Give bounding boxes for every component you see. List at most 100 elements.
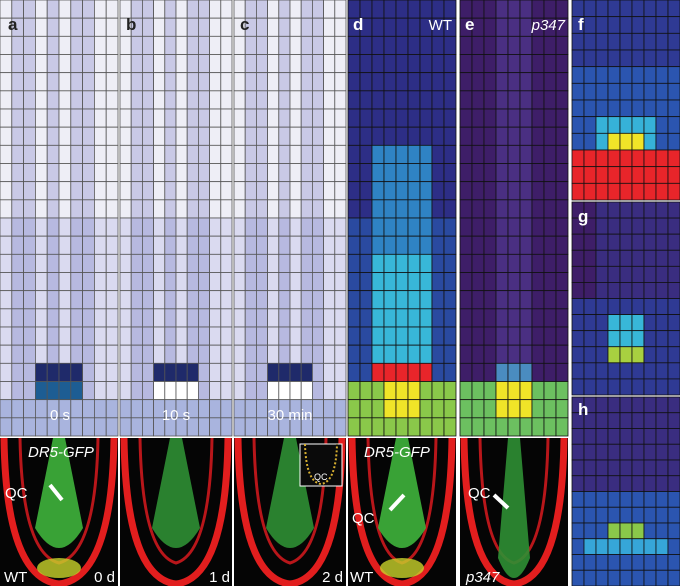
cell: [82, 399, 95, 419]
cell: [495, 381, 509, 401]
cell: [607, 330, 621, 348]
cell: [11, 54, 25, 74]
cell: [419, 108, 433, 128]
cell: [311, 235, 324, 255]
cell: [407, 17, 421, 37]
cell: [607, 443, 621, 461]
cell: [519, 90, 533, 110]
cell: [619, 475, 633, 492]
cell: [105, 17, 119, 37]
cell: [607, 217, 621, 235]
cell: [130, 108, 143, 128]
cell: [186, 253, 199, 273]
cell: [70, 381, 84, 401]
root-cells: [252, 437, 328, 565]
cell: [164, 362, 177, 382]
cell: [631, 459, 645, 477]
cell: [667, 298, 680, 315]
cell: [643, 428, 657, 445]
cell: [459, 272, 473, 292]
cell: [667, 459, 680, 477]
cell: [471, 181, 485, 201]
cell: [334, 108, 347, 128]
cell: [507, 108, 521, 128]
cell: [643, 182, 657, 201]
cell: [105, 126, 119, 146]
cell: [407, 199, 421, 219]
cell: [289, 381, 302, 401]
cell: [471, 144, 485, 164]
cell: [359, 344, 373, 364]
cell: [571, 538, 585, 555]
cell: [153, 344, 166, 364]
cell: [175, 272, 188, 292]
cell: [655, 396, 669, 414]
cell: [130, 326, 143, 346]
cell: [419, 253, 433, 273]
cell: [583, 16, 597, 34]
cell: [244, 326, 257, 346]
cell: [300, 0, 313, 19]
cell: [186, 72, 199, 92]
cell: [371, 163, 385, 183]
cell: [483, 126, 497, 146]
cell: [431, 381, 445, 401]
cell: [419, 235, 433, 255]
cell: [323, 381, 336, 401]
cell: [607, 554, 621, 571]
cell: [94, 326, 107, 346]
cell: [267, 253, 280, 273]
cell: [153, 381, 166, 401]
cell: [209, 308, 222, 328]
cell: [443, 54, 457, 74]
cell: [583, 443, 597, 461]
cell: [483, 72, 497, 92]
cell: [407, 399, 421, 419]
cell: [495, 290, 509, 310]
cell: [395, 253, 409, 273]
cell: [141, 326, 154, 346]
cell: [631, 346, 645, 364]
cell: [371, 90, 385, 110]
cell: [153, 326, 166, 346]
cell: [667, 378, 680, 396]
cell: [519, 163, 533, 183]
cell: [519, 417, 533, 437]
cell: [407, 217, 421, 237]
cell: [209, 235, 222, 255]
cell: [11, 35, 25, 55]
cell: [531, 144, 545, 164]
cell: [300, 326, 313, 346]
cell: [175, 290, 188, 310]
cell: [197, 326, 210, 346]
cell: [419, 181, 433, 201]
cell: [383, 35, 397, 55]
cell: [35, 144, 48, 164]
cell: [643, 201, 657, 219]
cell: [289, 72, 302, 92]
cell: [519, 253, 533, 273]
cell: [105, 253, 119, 273]
cell: [0, 163, 13, 183]
cell: [643, 82, 657, 101]
cell: [619, 428, 633, 445]
cell: [175, 253, 188, 273]
cell: [244, 35, 257, 55]
cell: [311, 108, 324, 128]
cell: [35, 17, 48, 37]
cell: [571, 116, 585, 134]
cell: [130, 217, 143, 237]
cell: [233, 144, 246, 164]
cell: [289, 344, 302, 364]
cell: [244, 399, 257, 419]
cell: [483, 90, 497, 110]
cell: [531, 362, 545, 382]
cell: [443, 199, 457, 219]
cell: [419, 163, 433, 183]
cell: [655, 82, 669, 101]
cell: [571, 443, 585, 461]
cell: [244, 72, 257, 92]
cell: [495, 72, 509, 92]
cell: [431, 54, 445, 74]
cell: [153, 235, 166, 255]
